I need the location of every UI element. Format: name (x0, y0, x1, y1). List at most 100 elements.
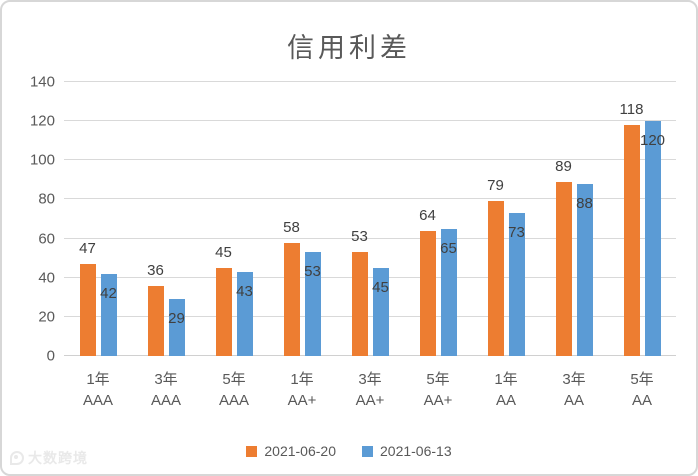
bar-fill (623, 125, 640, 356)
bar-value-label: 45 (372, 278, 389, 296)
bar-group: 47 42 1年 AAA (64, 82, 132, 409)
bar-value-label: 79 (487, 177, 504, 195)
category-label: 1年 AAA (82, 371, 113, 409)
bar-value-label: 73 (508, 224, 525, 242)
legend-swatch (246, 445, 258, 457)
bar: 43 (236, 271, 253, 356)
bar: 47 (79, 240, 96, 356)
chart-title: 信用利差 (287, 33, 411, 63)
y-tick-label: 120 (29, 112, 55, 130)
bar-value-label: 89 (555, 157, 572, 175)
bar-fill (351, 252, 368, 356)
bar-group: 58 53 1年 AA+ (268, 82, 336, 410)
bar-value-label: 64 (419, 206, 436, 224)
legend-label: 2021-06-13 (380, 443, 452, 459)
bar: 118 (620, 101, 643, 356)
bar-value-label: 53 (304, 263, 321, 281)
bar-fill (304, 252, 321, 356)
bar-fill (100, 273, 117, 356)
bar-fill (215, 267, 232, 356)
bar: 45 (372, 267, 389, 356)
legend: 2021-06-20 2021-06-13 (2, 443, 696, 459)
gridline (64, 198, 676, 200)
bars-wrap: 89 88 (540, 82, 608, 356)
bar: 73 (508, 213, 525, 356)
bars-wrap: 58 53 (268, 82, 336, 356)
bar-fill (168, 299, 185, 356)
bar: 64 (419, 207, 436, 356)
bar: 79 (487, 177, 504, 356)
bar-group: 45 43 5年 AAA (200, 82, 268, 409)
legend-label: 2021-06-20 (264, 443, 336, 459)
bar-value-label: 42 (100, 284, 117, 302)
watermark-text: 大数跨境 (28, 450, 88, 466)
bar-value-label: 65 (440, 239, 457, 257)
category-label: 3年 AA+ (355, 371, 385, 409)
category-label: 3年 AAA (150, 371, 181, 409)
bar-group: 53 45 3年 AA+ (336, 82, 404, 409)
bar-fill (487, 201, 504, 356)
bar: 29 (168, 299, 185, 356)
bar-group: 36 29 3年 AAA (132, 82, 200, 409)
category-label: 1年 AA+ (287, 371, 317, 409)
legend-item: 2021-06-20 (246, 443, 336, 459)
bar-group: 79 73 1年 AA (472, 82, 540, 409)
bar-fill (508, 213, 525, 356)
category-label: 3年 AA (562, 371, 586, 409)
bar: 36 (147, 262, 164, 356)
y-tick-label: 80 (38, 190, 55, 208)
bar-fill (283, 242, 300, 356)
bar-value-label: 58 (283, 218, 300, 236)
bar-value-label: 36 (147, 261, 164, 279)
bar: 42 (100, 273, 117, 356)
bar-value-label: 120 (639, 132, 666, 150)
bar: 89 (555, 158, 572, 356)
bar-value-label: 45 (215, 243, 232, 261)
category-label: 5年 AA+ (423, 371, 453, 409)
y-tick-label: 140 (29, 73, 55, 91)
bar-group: 64 65 5年 AA+ (404, 82, 472, 409)
category-label: 1年 AA (494, 371, 518, 409)
y-tick-label: 20 (38, 308, 55, 326)
gridline (64, 237, 676, 239)
bars-wrap: 45 43 (200, 82, 268, 356)
bars-wrap: 47 42 (64, 82, 132, 356)
bars-wrap: 118 120 (608, 82, 676, 356)
bar-groups: 47 42 1年 AAA 36 29 3年 AAA 45 43 5年 AAA 58 53 1年 AA+ 53 45… (64, 82, 676, 410)
bar: 53 (304, 252, 321, 356)
y-tick-label: 40 (38, 269, 55, 287)
bars-wrap: 79 73 (472, 82, 540, 356)
legend-item: 2021-06-13 (362, 443, 452, 459)
bar: 88 (576, 183, 593, 356)
plot-area: 0 20 40 60 80 100 120 140 47 42 1年 AAA 36 29 3年 AAA 45 43… (30, 74, 676, 410)
gridline (64, 355, 676, 356)
gridline (64, 81, 676, 82)
bar-fill (372, 267, 389, 356)
bar-value-label: 43 (236, 282, 253, 300)
gridline (64, 276, 676, 278)
bar-value-label: 29 (168, 310, 185, 328)
bars-wrap: 36 29 (132, 82, 200, 356)
bar-fill (555, 181, 572, 356)
bar-group: 89 88 3年 AA (540, 82, 608, 409)
bar-fill (440, 228, 457, 356)
bar: 53 (351, 228, 368, 356)
bar-fill (576, 183, 593, 356)
bar-value-label: 118 (619, 101, 644, 119)
gridline (64, 159, 676, 161)
bars-wrap: 53 45 (336, 82, 404, 356)
y-tick-label: 60 (38, 230, 55, 248)
category-label: 5年 AA (630, 371, 654, 409)
bar: 65 (440, 228, 457, 356)
bar-value-label: 53 (351, 228, 368, 246)
bar-fill (79, 264, 96, 356)
watermark: 大数跨境 (10, 448, 88, 468)
bar-value-label: 47 (79, 240, 96, 258)
bars-wrap: 64 65 (404, 82, 472, 356)
bar-fill (236, 271, 253, 356)
legend-swatch (362, 445, 373, 457)
y-tick-label: 100 (29, 151, 55, 169)
bar-fill (644, 121, 661, 356)
gridline (64, 315, 676, 317)
